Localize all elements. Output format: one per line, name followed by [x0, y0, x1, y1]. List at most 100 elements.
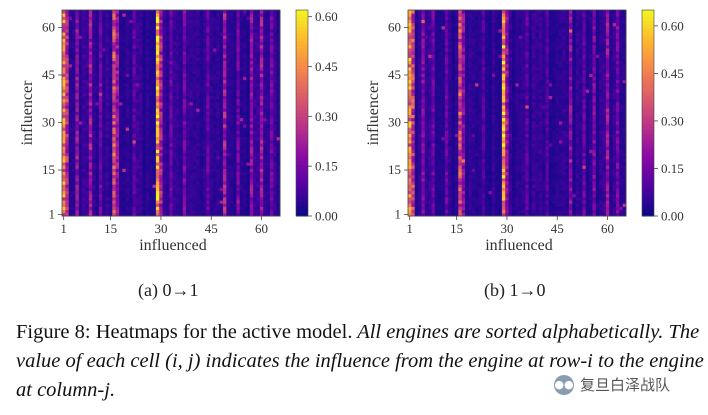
- heatmap-cell: [142, 10, 147, 14]
- heatmap-cell: [428, 146, 432, 150]
- heatmap-cell: [142, 98, 147, 103]
- heatmap-cell: [179, 155, 184, 160]
- heatmap-cell: [269, 76, 274, 81]
- heatmap-cell: [155, 190, 160, 195]
- heatmap-cell: [216, 184, 221, 188]
- heatmap-cell: [421, 86, 426, 90]
- heatmap-cell: [206, 117, 210, 122]
- heatmap-cell: [75, 70, 80, 74]
- heatmap-cell: [438, 60, 442, 65]
- heatmap-cell: [169, 130, 174, 134]
- heatmap-cell: [68, 101, 73, 106]
- heatmap-cell: [196, 101, 200, 106]
- colorbar-segment: [296, 161, 308, 165]
- heatmap-cell: [196, 120, 200, 125]
- heatmap-cell: [276, 187, 281, 192]
- heatmap-cell: [206, 143, 210, 147]
- heatmap-cell: [102, 57, 106, 62]
- heatmap-cell: [192, 193, 197, 198]
- heatmap-cell: [155, 203, 160, 207]
- heatmap-cell: [273, 120, 278, 125]
- heatmap-cell: [229, 146, 234, 150]
- heatmap-cell: [209, 111, 214, 115]
- heatmap-cell: [216, 48, 221, 52]
- heatmap-cell: [149, 193, 153, 198]
- heatmap-cell: [441, 136, 446, 141]
- heatmap-cell: [108, 48, 113, 52]
- heatmap-cell: [135, 193, 140, 198]
- heatmap-cell: [216, 206, 221, 211]
- heatmap-cell: [78, 95, 83, 100]
- heatmap-cell: [152, 38, 157, 43]
- heatmap-cell: [115, 19, 120, 24]
- heatmap-cell: [441, 152, 446, 157]
- heatmap-cell: [115, 10, 120, 14]
- heatmap-cell: [135, 19, 140, 24]
- heatmap-cell: [199, 86, 204, 90]
- heatmap-cell: [273, 124, 278, 128]
- heatmap-cell: [82, 209, 86, 214]
- heatmap-cell: [408, 60, 412, 65]
- heatmap-cell: [431, 41, 436, 46]
- heatmap-cell: [202, 57, 207, 62]
- heatmap-cell: [441, 139, 446, 144]
- heatmap-cell: [266, 48, 271, 52]
- heatmap-cell: [65, 200, 70, 204]
- heatmap-cell: [98, 10, 103, 14]
- heatmap-cell: [431, 13, 436, 17]
- heatmap-cell: [95, 16, 100, 20]
- heatmap-cell: [253, 171, 257, 176]
- heatmap-cell: [62, 76, 66, 81]
- heatmap-cell: [243, 22, 247, 27]
- heatmap-cell: [256, 22, 261, 27]
- heatmap-cell: [216, 82, 221, 87]
- heatmap-cell: [139, 111, 143, 115]
- heatmap-cell: [411, 38, 416, 43]
- heatmap-cell: [411, 44, 416, 49]
- heatmap-cell: [438, 38, 442, 43]
- heatmap-cell: [239, 38, 244, 43]
- heatmap-cell: [82, 168, 86, 173]
- heatmap-cell: [98, 203, 103, 207]
- heatmap-cell: [414, 212, 419, 217]
- heatmap-cell: [222, 16, 227, 20]
- heatmap-cell: [145, 95, 150, 100]
- heatmap-cell: [219, 13, 224, 17]
- heatmap-cell: [259, 190, 264, 195]
- heatmap-cell: [68, 209, 73, 214]
- heatmap-cell: [85, 139, 90, 144]
- heatmap-cell: [246, 48, 251, 52]
- heatmap-cell: [88, 133, 93, 138]
- heatmap-cell: [125, 206, 130, 211]
- heatmap-cell: [418, 98, 422, 103]
- heatmap-cell: [408, 174, 412, 179]
- heatmap-cell: [129, 187, 133, 192]
- heatmap-cell: [414, 95, 419, 100]
- heatmap-cell: [176, 32, 180, 36]
- heatmap-cell: [263, 108, 267, 112]
- heatmap-cell: [196, 209, 200, 214]
- heatmap-cell: [196, 48, 200, 52]
- heatmap-cell: [78, 54, 83, 58]
- heatmap-cell: [411, 127, 416, 131]
- heatmap-cell: [105, 44, 110, 49]
- heatmap-cell: [418, 44, 422, 49]
- heatmap-cell: [135, 155, 140, 160]
- heatmap-cell: [253, 149, 257, 154]
- heatmap-cell: [125, 177, 130, 182]
- heatmap-cell: [222, 120, 227, 125]
- heatmap-cell: [434, 187, 439, 192]
- heatmap-cell: [431, 35, 436, 39]
- heatmap-cell: [246, 143, 251, 147]
- heatmap-cell: [428, 73, 432, 77]
- heatmap-cell: [62, 92, 66, 96]
- heatmap-cell: [179, 67, 184, 71]
- colorbar-segment: [296, 140, 308, 145]
- heatmap-cell: [192, 196, 197, 201]
- heatmap-cell: [263, 79, 267, 84]
- heatmap-cell: [152, 203, 157, 207]
- heatmap-cell: [152, 60, 157, 65]
- heatmap-cell: [216, 143, 221, 147]
- heatmap-cell: [72, 82, 76, 87]
- heatmap-cell: [62, 86, 66, 90]
